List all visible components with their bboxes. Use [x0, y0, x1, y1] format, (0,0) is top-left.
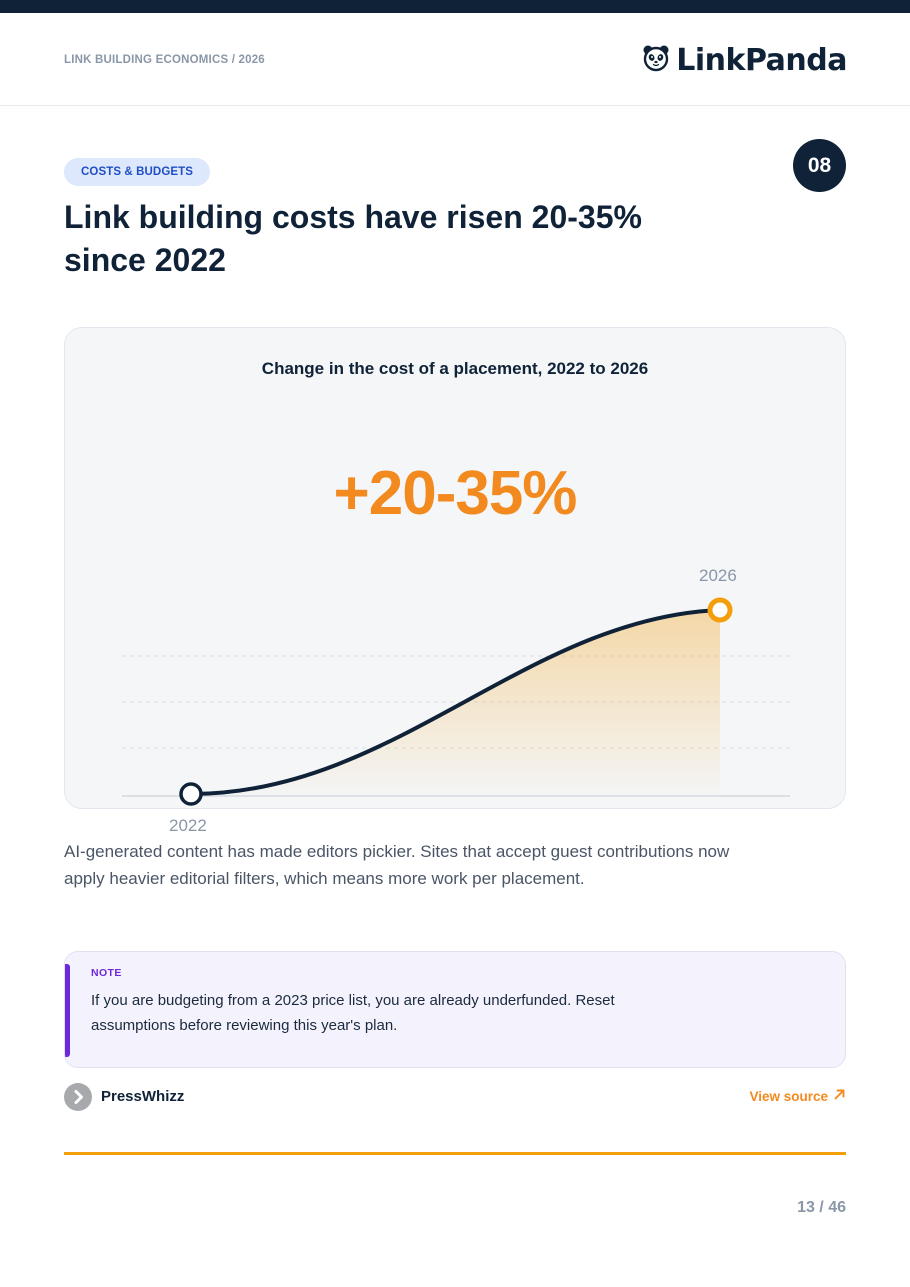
category-tag: COSTS & BUDGETS: [64, 158, 211, 186]
brand-logo[interactable]: LinkPanda: [642, 42, 847, 78]
x-label-start: 2022: [169, 816, 207, 835]
chevron-right-icon: [64, 1083, 92, 1111]
page-number: 13 / 46: [797, 1199, 846, 1216]
view-source-link[interactable]: View source: [749, 1088, 846, 1104]
panda-icon: [642, 44, 670, 77]
area-fill: [191, 610, 720, 794]
end-point-2026: [707, 597, 733, 623]
note-accent-bar: [65, 964, 70, 1057]
footer-rule: [64, 1152, 846, 1155]
headline-stat: +20-35%: [333, 459, 578, 528]
cost-line: [189, 608, 722, 796]
section-number-badge: 08: [793, 139, 846, 192]
arrow-up-right-icon: [833, 1088, 846, 1104]
page-title: Link building costs have risen 20-35% si…: [64, 199, 642, 278]
view-source-label: View source: [749, 1088, 828, 1104]
note-text: If you are budgeting from a 2023 price l…: [91, 992, 615, 1034]
note-label: NOTE: [91, 967, 122, 979]
source-name: PressWhizz: [101, 1088, 185, 1105]
note-callout: NOTE If you are budgeting from a 2023 pr…: [64, 951, 846, 1068]
chart-card: Change in the cost of a placement, 2022 …: [64, 327, 846, 809]
top-bar: [0, 0, 910, 13]
brand-name: LinkPanda: [676, 42, 847, 78]
cost-growth-chart: [122, 597, 790, 806]
body-paragraph: AI-generated content has made editors pi…: [64, 842, 730, 888]
page-header: LINK BUILDING ECONOMICS / 2026 LinkPanda: [0, 13, 910, 106]
chart-title: Change in the cost of a placement, 2022 …: [261, 359, 649, 378]
start-point-2022: [179, 782, 203, 806]
x-label-end: 2026: [699, 566, 737, 585]
report-kicker: LINK BUILDING ECONOMICS / 2026: [64, 54, 265, 66]
source-row: PressWhizz View source: [64, 1083, 846, 1111]
